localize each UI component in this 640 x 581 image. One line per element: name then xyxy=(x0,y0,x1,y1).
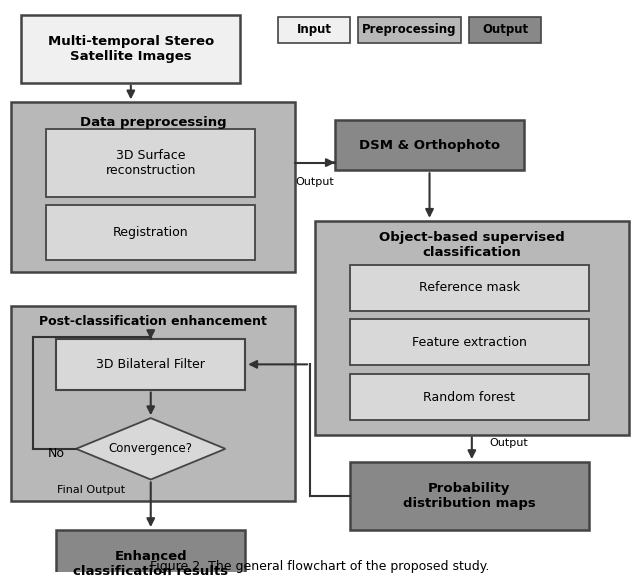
Text: Random forest: Random forest xyxy=(423,391,515,404)
Text: Post-classification enhancement: Post-classification enhancement xyxy=(39,315,267,328)
Text: Figure 2. The general flowchart of the proposed study.: Figure 2. The general flowchart of the p… xyxy=(150,560,490,573)
FancyBboxPatch shape xyxy=(56,339,245,390)
FancyBboxPatch shape xyxy=(278,17,350,43)
FancyBboxPatch shape xyxy=(350,320,589,365)
FancyBboxPatch shape xyxy=(358,17,461,43)
Text: DSM & Orthophoto: DSM & Orthophoto xyxy=(359,138,500,152)
Text: Enhanced
classification results: Enhanced classification results xyxy=(73,550,228,578)
Text: Data preprocessing: Data preprocessing xyxy=(80,116,227,128)
Text: 3D Surface
reconstruction: 3D Surface reconstruction xyxy=(106,149,196,177)
Text: No: No xyxy=(47,447,65,460)
FancyBboxPatch shape xyxy=(350,374,589,420)
Text: Output: Output xyxy=(482,23,528,37)
FancyBboxPatch shape xyxy=(335,120,524,170)
Text: Probability
distribution maps: Probability distribution maps xyxy=(403,482,536,510)
Text: Final Output: Final Output xyxy=(57,486,125,496)
FancyBboxPatch shape xyxy=(46,205,255,260)
FancyBboxPatch shape xyxy=(350,264,589,311)
Text: Object-based supervised
classification: Object-based supervised classification xyxy=(379,231,564,259)
Text: Input: Input xyxy=(296,23,332,37)
FancyBboxPatch shape xyxy=(56,530,245,581)
Text: Preprocessing: Preprocessing xyxy=(362,23,457,37)
Text: Multi-temporal Stereo
Satellite Images: Multi-temporal Stereo Satellite Images xyxy=(48,34,214,63)
Polygon shape xyxy=(76,418,225,479)
Text: Output: Output xyxy=(490,438,529,449)
FancyBboxPatch shape xyxy=(350,462,589,530)
FancyBboxPatch shape xyxy=(12,102,295,272)
Text: Output: Output xyxy=(296,177,334,187)
Text: Reference mask: Reference mask xyxy=(419,281,520,294)
FancyBboxPatch shape xyxy=(469,17,541,43)
FancyBboxPatch shape xyxy=(46,128,255,196)
FancyBboxPatch shape xyxy=(21,15,241,83)
Text: Convergence?: Convergence? xyxy=(109,442,193,456)
Text: Registration: Registration xyxy=(113,226,189,239)
Text: Feature extraction: Feature extraction xyxy=(412,336,527,349)
FancyBboxPatch shape xyxy=(315,221,628,435)
Text: 3D Bilateral Filter: 3D Bilateral Filter xyxy=(96,358,205,371)
FancyBboxPatch shape xyxy=(12,306,295,501)
